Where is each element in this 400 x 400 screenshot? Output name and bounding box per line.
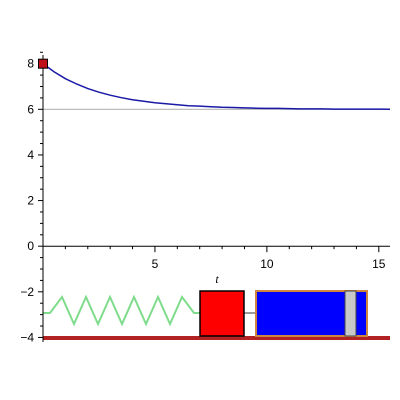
y-tick-label: 6 [27,102,34,116]
spring-mass-damper-animation [43,290,390,340]
y-tick-label: 8 [27,57,34,71]
y-tick-label: −2 [20,285,34,299]
x-tick-label: 15 [372,257,386,271]
y-tick-label: −4 [20,330,34,344]
dashpot-piston [344,290,357,337]
spring-zigzag [43,294,200,327]
series-line [42,63,391,111]
mass-block [199,290,245,337]
y-tick-label: 2 [27,194,34,208]
y-tick-label: 4 [27,148,34,162]
x-tick-label: 5 [152,257,159,271]
y-tick-label: 0 [27,239,34,253]
x-tick-label: 10 [260,257,274,271]
axes [42,55,390,342]
x-axis-variable-label: t [215,272,219,286]
data-point-marker [38,58,48,69]
